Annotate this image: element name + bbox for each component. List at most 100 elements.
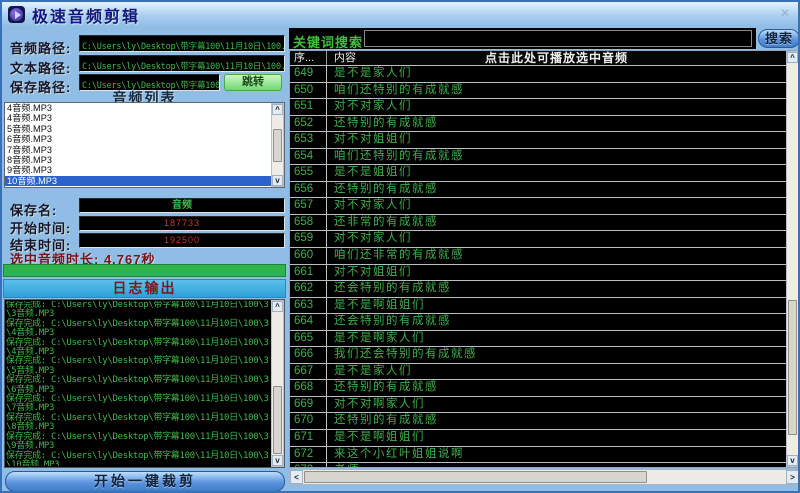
table-row[interactable]: 663 是不是啊姐姐们 [290,297,786,315]
audio-list-item[interactable]: 9音频.MP3 [7,165,52,176]
table-row[interactable]: 667 是不是家人们 [290,363,786,381]
table-row[interactable]: 662 还会特别的有成就感 [290,281,786,298]
text-path-input[interactable]: C:\Users\ly\Desktop\带字幕100\11月10日\100.sr… [79,55,285,72]
column-header-seq[interactable]: 序... [290,51,327,65]
scroll-thumb[interactable] [273,386,282,454]
audio-list-item[interactable]: 8音频.MP3 [7,154,52,165]
row-seq-number: 660 [290,248,327,264]
row-content-text: 是不是家人们 [334,67,412,79]
row-content-text: 我们还会特别的有成就感 [334,348,477,361]
table-row[interactable]: 658 还非常的有成就感 [290,214,786,232]
audio-list: 4音频.MP3 4音频.MP3 5音频.MP3 6音频.MP3 7音频.MP3 8音频.M… [5,103,271,187]
row-content-text: 还会特别的有成就感 [334,315,451,328]
table-row[interactable]: 669 对不对啊家人们 [290,396,786,414]
row-seq-number: 666 [290,347,327,363]
row-content-text: 是不是啊姐姐们 [334,431,425,444]
table-row[interactable]: 670 还特别的有成就感 [290,413,786,431]
audio-list-item[interactable]: 5音频.MP3 [7,123,52,134]
row-content-text: 是不是姐姐们 [334,166,412,179]
table-row[interactable]: 673 老师 [290,463,786,467]
log-entry: 保存完成: C:\Users\ly\Desktop\带字幕100\11月10日\… [6,412,269,433]
table-row[interactable]: 649 是不是家人们 [290,66,786,83]
row-content-text: 还会特别的有成就感 [334,282,451,295]
scroll-down-icon[interactable]: v [787,455,798,466]
start-time-input[interactable]: 187733 [79,216,285,231]
row-content-text: 咱们还特别的有成就感 [334,83,464,96]
table-header: 序... 内容 点击此处可播放选中音频 [290,51,786,66]
row-seq-number: 669 [290,396,327,413]
text-path-value: C:\Users\ly\Desktop\带字幕100\11月10日\100.sr… [82,62,285,72]
scroll-down-icon[interactable]: v [272,175,283,186]
progress-bar [3,264,286,277]
table-row[interactable]: 657 对不对家人们 [290,198,786,215]
row-content-text: 对不对家人们 [334,232,412,245]
play-hint-text[interactable]: 点击此处可播放选中音频 [484,51,628,65]
table-row[interactable]: 660 咱们还非常的有成就感 [290,248,786,265]
table-row[interactable]: 665 是不是啊家人们 [290,330,786,348]
row-content-text: 是不是啊家人们 [334,331,425,344]
table-row[interactable]: 653 对不对姐姐们 [290,132,786,149]
audio-list-item[interactable]: 4音频.MP3 [7,103,52,113]
audio-list-item[interactable]: 7音频.MP3 [7,144,52,155]
save-path-label: 保存路径: [10,80,72,95]
table-row[interactable]: 661 对不对姐姐们 [290,264,786,282]
close-icon[interactable]: ✕ [779,6,790,20]
save-path-input[interactable]: C:\Users\ly\Desktop\带字幕100\11月10日 [79,74,220,91]
log-scrollbar[interactable]: ^ v [271,300,284,467]
table-row[interactable]: 671 是不是啊姐姐们 [290,430,786,447]
row-content-text: 还特别的有成就感 [334,116,438,129]
scroll-up-icon[interactable]: ^ [272,104,283,115]
table-vertical-scrollbar[interactable]: ^ v [786,51,798,467]
table-row[interactable]: 659 对不对家人们 [290,231,786,249]
row-seq-number: 672 [290,446,327,463]
table-row[interactable]: 654 咱们还特别的有成就感 [290,148,786,166]
row-seq-number: 668 [290,380,327,396]
row-seq-number: 659 [290,231,327,248]
jump-button[interactable]: 跳转 [224,74,282,91]
scroll-right-icon[interactable]: > [786,470,798,484]
search-button[interactable]: 搜索 [758,29,798,48]
row-content-text: 老师 [327,463,786,467]
table-row[interactable]: 651 对不对家人们 [290,99,786,116]
scroll-up-icon[interactable]: ^ [272,301,283,312]
save-path-value: C:\Users\ly\Desktop\带字幕100\11月10日 [82,81,220,91]
table-row[interactable]: 656 还特别的有成就感 [290,181,786,199]
row-content-text: 对不对啊家人们 [334,397,425,410]
scroll-thumb[interactable] [788,300,797,435]
start-time-label: 开始时间: [10,221,72,236]
start-cut-button[interactable]: 开始一键裁剪 [5,471,285,491]
audio-list-item[interactable]: 6音频.MP3 [7,134,52,145]
table-row[interactable]: 655 是不是姐姐们 [290,165,786,182]
row-seq-number: 649 [290,66,327,82]
row-seq-number: 673 [290,463,327,467]
row-content-text: 是不是啊姐姐们 [334,298,425,311]
table-row[interactable]: 668 还特别的有成就感 [290,380,786,397]
row-content-text: 还特别的有成就感 [334,381,438,394]
table-row[interactable]: 650 咱们还特别的有成就感 [290,82,786,100]
column-header-content[interactable]: 内容 点击此处可播放选中音频 [327,51,786,65]
save-name-input[interactable]: 音频 [79,198,285,213]
row-seq-number: 670 [290,413,327,430]
audio-path-input[interactable]: C:\Users\ly\Desktop\带字幕100\11月10日\100.MP… [79,35,285,52]
end-time-input[interactable]: 192500 [79,233,285,248]
row-seq-number: 661 [290,264,327,281]
scroll-thumb[interactable] [273,128,282,162]
table-row[interactable]: 652 还特别的有成就感 [290,115,786,133]
row-content-text: 是不是家人们 [334,364,412,377]
table-row[interactable]: 666 我们还会特别的有成就感 [290,347,786,364]
search-input[interactable] [364,30,752,47]
table-horizontal-scrollbar[interactable]: < > [289,469,798,485]
scroll-left-icon[interactable]: < [290,470,303,484]
table-row[interactable]: 664 还会特别的有成就感 [290,314,786,331]
selected-duration-text: 选中音频时长: 4.767秒 [10,252,156,267]
audio-list-item[interactable]: 4音频.MP3 [7,113,52,124]
audio-list-scrollbar[interactable]: ^ v [271,103,284,187]
scroll-up-icon[interactable]: ^ [787,52,798,63]
table-row[interactable]: 672 来这个小红叶姐姐说啊 [290,446,786,464]
column-header-content-label: 内容 [334,52,356,64]
scroll-thumb[interactable] [304,471,648,483]
audio-list-item[interactable]: 10音频.MP3 [5,175,271,187]
app-play-icon [8,6,25,23]
scroll-down-icon[interactable]: v [272,455,283,466]
